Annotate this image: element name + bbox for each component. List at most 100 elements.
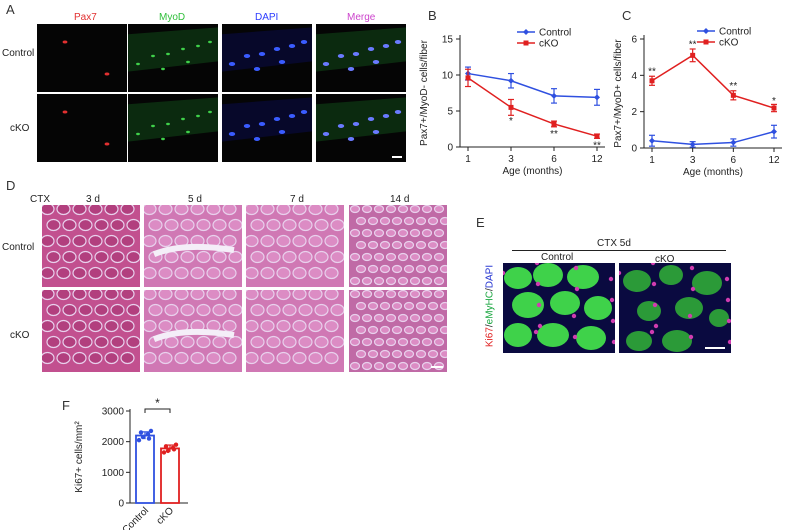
data-point (171, 447, 177, 452)
muscle-cell (144, 290, 157, 301)
muscle-cell (433, 337, 445, 347)
y-tick-label: 3000 (102, 407, 125, 418)
muscle-cell (94, 250, 109, 264)
data-point (508, 104, 514, 110)
fiber-image-cko-pax7 (37, 94, 127, 162)
muscle-cell (421, 361, 433, 371)
muscle-cell (391, 301, 403, 311)
series-line-cko (467, 77, 598, 137)
channel-label-merge: Merge (347, 12, 376, 23)
nucleus (104, 72, 110, 76)
muscle-cell (385, 252, 397, 262)
fiber-image-graphic (62, 40, 110, 76)
muscle-cell (180, 335, 195, 349)
muscle-cell (266, 335, 281, 349)
muscle-cell (110, 218, 125, 232)
chart-c: 0 2 4 6 1 3 6 12 Age (months) Pax7+/MyoD+ cells/f… (613, 27, 782, 178)
muscle-cell (110, 335, 125, 349)
muscle-cell (228, 303, 242, 317)
muscle-cell (403, 301, 415, 311)
regenerating-fiber (637, 301, 661, 321)
muscle-cell (349, 276, 361, 286)
muscle-fiber (222, 97, 312, 142)
regenerating-fiber (504, 267, 532, 289)
muscle-cell (246, 351, 259, 365)
muscle-cell (174, 290, 189, 301)
nucleus (166, 122, 170, 126)
muscle-cell (373, 252, 385, 262)
muscle-cell (409, 313, 421, 323)
muscle-cell (391, 264, 403, 274)
regenerating-fiber (576, 326, 606, 350)
regenerating-fiber (709, 309, 729, 327)
muscle-cell (62, 335, 77, 349)
data-point (508, 77, 514, 84)
x-tick-label: 3 (690, 155, 696, 166)
muscle-cell (292, 266, 307, 280)
fiber-image-graphic (316, 97, 406, 158)
nucleus (196, 114, 200, 118)
muscle-cell (56, 205, 71, 216)
muscle-cell (292, 290, 307, 301)
nucleus (278, 130, 286, 134)
ki67-nucleus (573, 265, 579, 271)
muscle-cell (196, 303, 211, 317)
muscle-cell (104, 266, 119, 280)
muscle-cell (282, 303, 297, 317)
muscle-cell (314, 335, 329, 349)
ki67-nucleus (537, 323, 543, 329)
muscle-cell (427, 240, 439, 250)
nucleus (278, 60, 286, 64)
muscle-cell (42, 351, 55, 365)
ki67-nucleus (690, 286, 696, 292)
muscle-cell (78, 218, 93, 232)
muscle-cell (421, 290, 433, 299)
muscle-cell (373, 337, 385, 347)
muscle-cell (164, 303, 179, 317)
muscle-cell (433, 276, 445, 286)
nucleus (228, 132, 236, 136)
muscle-cell (180, 218, 195, 232)
muscle-cell (228, 335, 242, 349)
muscle-cell (324, 266, 339, 280)
muscle-cell (421, 228, 433, 238)
muscle-cell (42, 266, 55, 280)
data-point (690, 52, 696, 58)
fiber-image-control-merge (316, 24, 406, 92)
nucleus (337, 124, 345, 128)
muscle-cell (88, 290, 103, 301)
nucleus (62, 110, 68, 114)
muscle-cell (72, 266, 87, 280)
ylabel-sep-2: / (484, 288, 496, 291)
ctx-label: CTX (30, 194, 50, 205)
muscle-cell (427, 325, 439, 335)
data-point (594, 94, 600, 101)
panel-label-f: F (62, 398, 70, 413)
regenerating-fiber (692, 271, 722, 295)
muscle-cell (180, 303, 195, 317)
muscle-cell (42, 205, 55, 216)
bar-cko (160, 447, 180, 504)
histology-graphic (246, 290, 344, 365)
tissue-gap (152, 243, 235, 257)
regenerating-fiber (623, 270, 651, 292)
muscle-cell (42, 234, 55, 248)
row-label-control: Control (2, 48, 35, 59)
muscle-cell (104, 351, 119, 365)
ki67-nucleus (533, 329, 539, 335)
muscle-cell (246, 290, 259, 301)
muscle-cell (190, 351, 205, 365)
muscle-cell (78, 335, 93, 349)
muscle-cell (260, 266, 275, 280)
muscle-cell (260, 234, 275, 248)
muscle-cell (246, 234, 259, 248)
muscle-cell (415, 325, 427, 335)
muscle-cell (250, 335, 265, 349)
data-point (173, 442, 179, 447)
y-axis-label: Pax7+/MyoD+ cells/fiber (613, 39, 624, 148)
significance-mark: * (772, 96, 776, 107)
regenerating-fiber (662, 330, 692, 352)
muscle-cell (120, 205, 135, 216)
histology-image-control-7d (246, 205, 344, 287)
nucleus (186, 130, 190, 134)
